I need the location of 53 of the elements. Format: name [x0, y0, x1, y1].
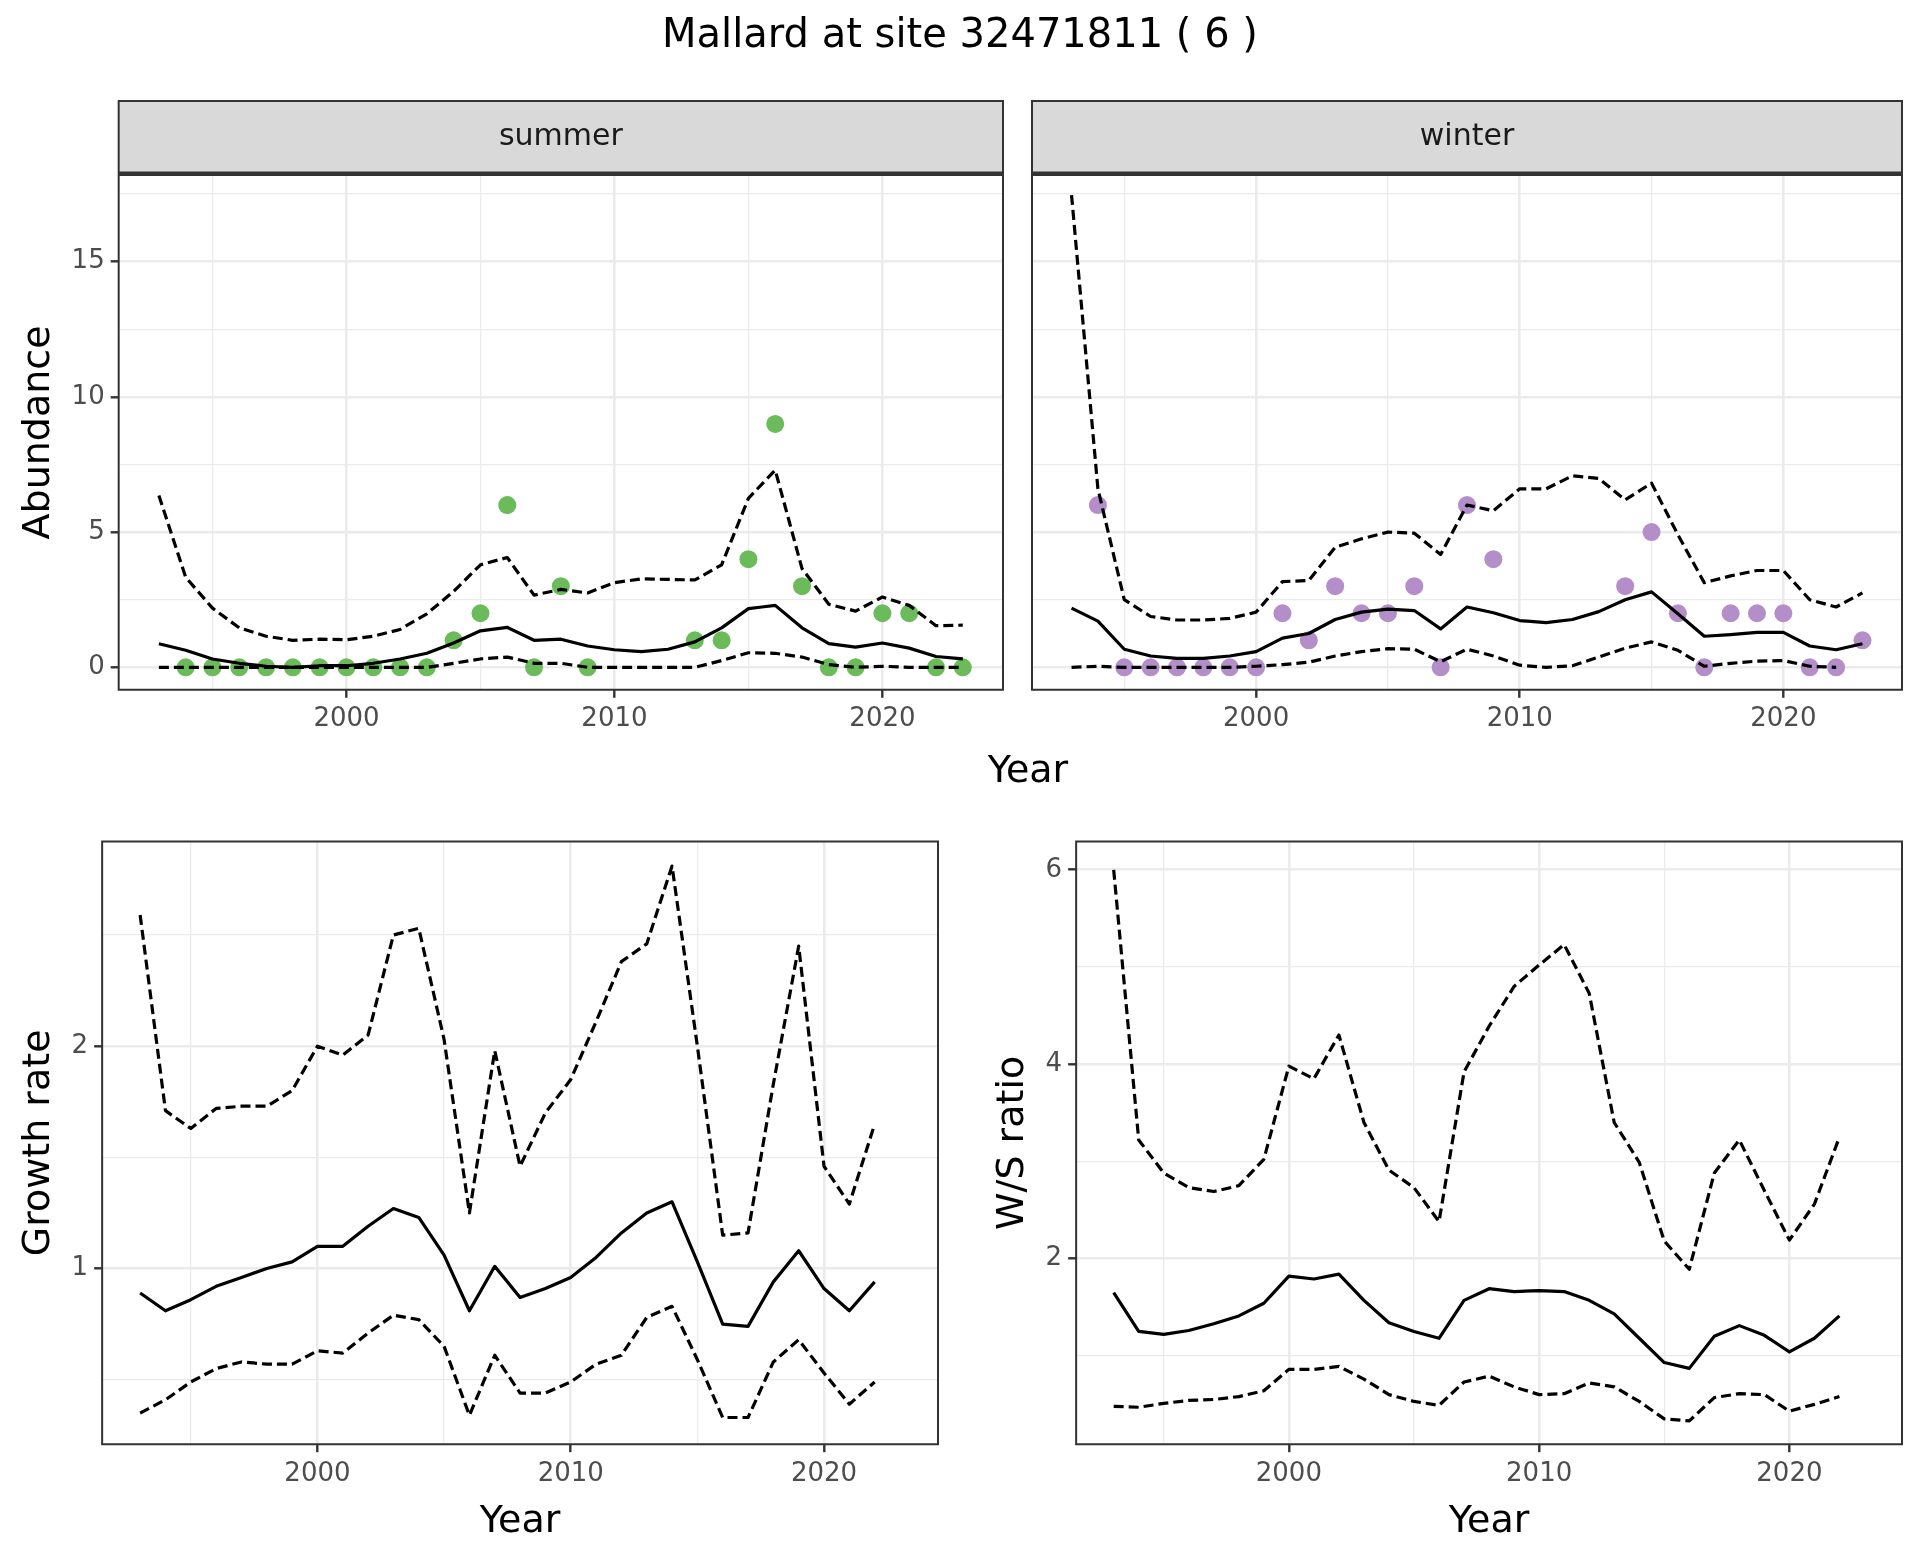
- x-tick-label: 2010: [1486, 702, 1553, 733]
- point: [471, 604, 490, 623]
- y-tick-label: 2: [1045, 1241, 1063, 1272]
- point: [1405, 577, 1424, 596]
- point: [739, 550, 758, 569]
- y-tick-label: 6: [1045, 852, 1063, 883]
- x-tick-label: 2010: [1506, 1456, 1573, 1487]
- x-tick-label: 2000: [1255, 1456, 1322, 1487]
- x-tick-label: 2020: [790, 1456, 858, 1487]
- y-tick-label: 10: [71, 379, 105, 410]
- x-tick-label: 2000: [284, 1456, 351, 1487]
- y-tick-label: 0: [88, 650, 105, 681]
- x-tick-label: 2000: [1223, 702, 1290, 733]
- y-axis-title: W/S ratio: [987, 1055, 1032, 1230]
- x-tick-label: 2020: [849, 702, 916, 733]
- point: [1721, 604, 1740, 623]
- point: [1616, 577, 1635, 596]
- line-series: [138, 1304, 877, 1420]
- point: [766, 414, 785, 433]
- point: [1827, 658, 1846, 677]
- point: [1774, 604, 1793, 623]
- point: [1642, 523, 1661, 542]
- y-tick-label: 2: [71, 1028, 89, 1059]
- point: [498, 496, 517, 515]
- chart-subtitle: winter: [1419, 116, 1515, 152]
- x-axis-title: Year: [986, 747, 1070, 791]
- x-tick-label: 2000: [313, 702, 380, 733]
- point: [1431, 658, 1450, 677]
- x-tick-label: 2020: [1750, 702, 1817, 733]
- point: [873, 604, 892, 623]
- point: [1326, 577, 1345, 596]
- y-tick-label: 4: [1045, 1046, 1063, 1077]
- line-series: [138, 864, 877, 1237]
- point: [712, 631, 731, 650]
- y-axis-title: Growth rate: [13, 1029, 58, 1257]
- x-tick-label: 2010: [537, 1456, 604, 1487]
- x-axis-title: Year: [478, 1497, 561, 1542]
- x-axis-title: Year: [1447, 1497, 1530, 1542]
- y-tick-label: 5: [88, 514, 105, 545]
- y-tick-label: 1: [71, 1251, 89, 1282]
- chart-subtitle: summer: [498, 116, 624, 152]
- point: [1484, 550, 1503, 569]
- line-series: [1112, 868, 1842, 1271]
- x-tick-label: 2020: [1756, 1456, 1823, 1487]
- line-series: [157, 468, 965, 642]
- point: [1748, 604, 1766, 623]
- line-series: [1112, 1364, 1842, 1423]
- y-axis-title: Abundance: [13, 325, 58, 540]
- point: [1273, 604, 1292, 623]
- point: [793, 577, 812, 596]
- y-tick-label: 15: [71, 244, 105, 275]
- x-tick-label: 2010: [581, 702, 648, 733]
- chart-title: Mallard at site 32471811 ( 6 ): [661, 10, 1259, 56]
